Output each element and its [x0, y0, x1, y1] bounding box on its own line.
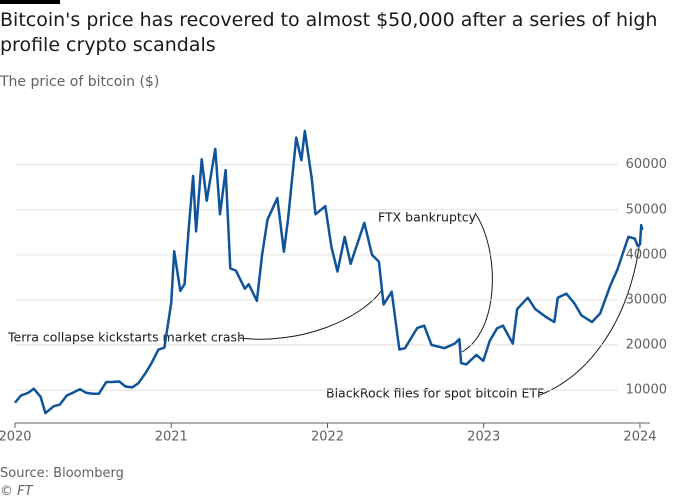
annotation-leader: [239, 289, 383, 340]
brand-bar: [0, 0, 60, 4]
x-tick-label: 2022: [311, 430, 344, 445]
y-tick-label: 50000: [626, 202, 667, 217]
annotation-leader: [539, 239, 641, 396]
annotation: Terra collapse kickstarts market crash: [7, 330, 245, 345]
credit: © FT: [0, 484, 33, 499]
y-tick-label: 30000: [626, 292, 667, 307]
chart: FTX bankruptcy Terra collapse kickstarts…: [0, 129, 667, 445]
chart-title: Bitcoin's price has recovered to almost …: [0, 9, 658, 56]
x-tick-label: 2020: [0, 430, 32, 445]
annotation: BlackRock files for spot bitcoin ETF: [326, 386, 544, 401]
y-tick-label: 10000: [626, 383, 667, 398]
x-tick-label: 2023: [467, 430, 500, 445]
x-tick-label: 2024: [623, 430, 656, 445]
y-tick-label: 40000: [626, 247, 667, 262]
annotation-leader: [461, 212, 493, 353]
source: Source: Bloomberg: [0, 466, 124, 481]
y-tick-label: 60000: [626, 157, 667, 172]
y-tick-label: 20000: [626, 338, 667, 353]
x-tick-label: 2021: [155, 430, 188, 445]
annotation: FTX bankruptcy: [378, 210, 477, 225]
price-line: [14, 129, 644, 415]
chart-subtitle: The price of bitcoin ($): [0, 74, 160, 90]
